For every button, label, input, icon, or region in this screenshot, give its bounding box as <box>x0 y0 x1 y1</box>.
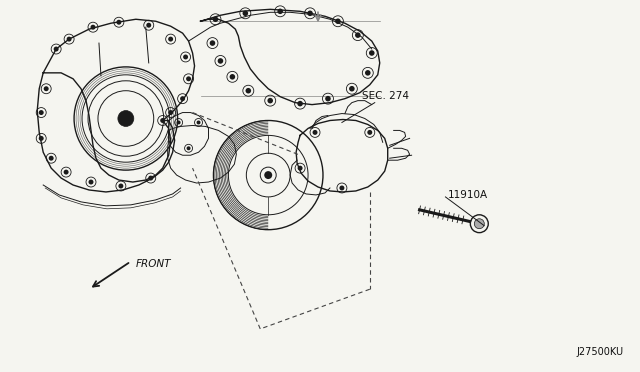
Circle shape <box>54 46 59 51</box>
Circle shape <box>44 86 49 91</box>
Circle shape <box>116 20 122 25</box>
Circle shape <box>67 36 72 42</box>
Circle shape <box>230 74 235 80</box>
Circle shape <box>243 10 248 16</box>
Circle shape <box>177 121 180 125</box>
Circle shape <box>312 130 317 135</box>
Circle shape <box>49 156 54 161</box>
Circle shape <box>212 16 218 22</box>
Circle shape <box>474 219 484 229</box>
Circle shape <box>187 146 191 150</box>
Text: FRONT: FRONT <box>136 259 172 269</box>
Circle shape <box>39 136 44 141</box>
Circle shape <box>246 88 251 93</box>
Text: 11910A: 11910A <box>447 190 488 200</box>
Circle shape <box>365 70 371 76</box>
Circle shape <box>118 110 134 126</box>
Circle shape <box>180 96 185 101</box>
Circle shape <box>277 9 283 14</box>
Text: J27500KU: J27500KU <box>577 347 623 357</box>
Circle shape <box>268 98 273 103</box>
Circle shape <box>298 101 303 106</box>
Circle shape <box>325 96 331 102</box>
Circle shape <box>196 121 200 125</box>
Circle shape <box>168 110 173 115</box>
Circle shape <box>367 130 372 135</box>
Circle shape <box>218 58 223 64</box>
Circle shape <box>118 183 124 189</box>
Circle shape <box>335 19 340 24</box>
Circle shape <box>307 10 313 16</box>
Circle shape <box>186 76 191 81</box>
Circle shape <box>349 86 355 92</box>
Circle shape <box>339 186 344 190</box>
Circle shape <box>210 40 215 46</box>
Circle shape <box>160 118 165 123</box>
Circle shape <box>88 180 93 185</box>
Circle shape <box>148 176 153 180</box>
Circle shape <box>147 23 151 28</box>
Circle shape <box>90 25 95 30</box>
Circle shape <box>298 166 303 171</box>
Circle shape <box>63 170 68 174</box>
Circle shape <box>264 171 272 179</box>
Circle shape <box>183 54 188 60</box>
Circle shape <box>168 36 173 42</box>
Circle shape <box>355 32 360 38</box>
Circle shape <box>369 50 374 56</box>
Circle shape <box>39 110 44 115</box>
Text: SEC. 274: SEC. 274 <box>362 91 409 101</box>
